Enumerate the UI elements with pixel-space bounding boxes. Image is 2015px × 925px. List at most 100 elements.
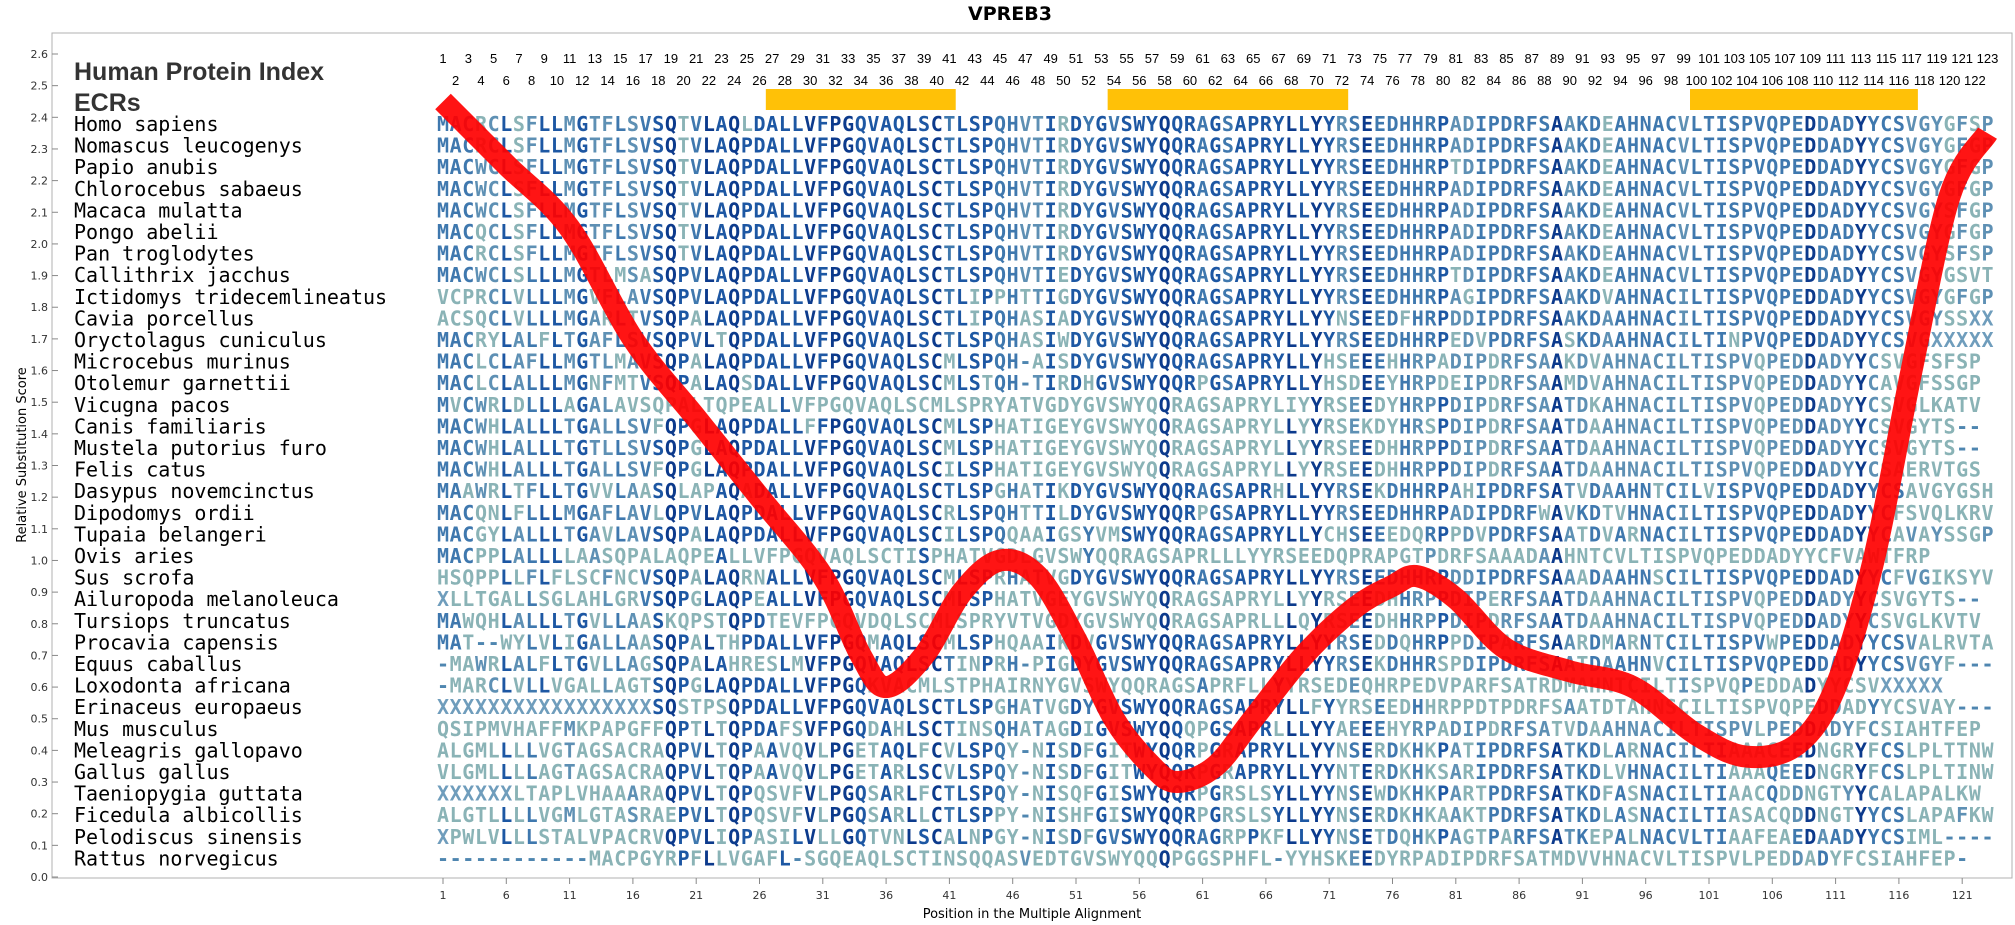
residue: S xyxy=(1728,220,1740,244)
residue: W xyxy=(462,609,475,633)
residue: A xyxy=(1564,695,1576,719)
residue: L xyxy=(1690,760,1702,784)
residue: R xyxy=(1500,609,1513,633)
residue: V xyxy=(551,674,563,698)
residue: V xyxy=(437,760,449,784)
residue: Q xyxy=(1754,436,1766,460)
residue: C xyxy=(1665,198,1677,222)
residue: - xyxy=(1956,436,1968,460)
residue: A xyxy=(880,630,892,654)
residue: F xyxy=(817,112,829,136)
residue: G xyxy=(842,134,854,158)
residue: R xyxy=(1513,782,1526,806)
residue: S xyxy=(1121,371,1133,395)
residue: S xyxy=(1184,674,1196,698)
residue: Y xyxy=(1083,285,1095,309)
residue: F xyxy=(1526,220,1538,244)
residue: P xyxy=(1424,350,1436,374)
residue: L xyxy=(500,479,512,503)
residue: A xyxy=(1830,501,1842,525)
residue: L xyxy=(905,177,917,201)
residue: D xyxy=(1792,414,1804,438)
residue: F xyxy=(817,652,829,676)
residue: V xyxy=(690,134,702,158)
residue: A xyxy=(450,263,462,287)
residue: C xyxy=(1868,414,1880,438)
residue: D xyxy=(1804,458,1816,482)
ecr-bar xyxy=(765,89,956,110)
residue: Y xyxy=(1133,609,1145,633)
residue: Q xyxy=(994,371,1006,395)
residue: F xyxy=(817,306,829,330)
residue: P xyxy=(1437,155,1449,179)
residue: S xyxy=(1500,674,1512,698)
residue: N xyxy=(969,652,981,676)
residue: L xyxy=(526,458,538,482)
residue: Q xyxy=(665,134,677,158)
residue: R xyxy=(1260,522,1273,546)
residue: I xyxy=(1716,134,1728,158)
residue: D xyxy=(1374,846,1386,870)
residue: Q xyxy=(1159,285,1171,309)
residue: S xyxy=(1526,371,1538,395)
residue: Q xyxy=(994,134,1006,158)
residue: I xyxy=(1678,479,1690,503)
residue: T xyxy=(1032,263,1044,287)
residue: S xyxy=(1728,285,1740,309)
x-tick-label: 96 xyxy=(1639,889,1653,902)
residue: P xyxy=(1475,393,1487,417)
residue: V xyxy=(1754,630,1766,654)
residue: S xyxy=(1944,522,1956,546)
residue: Q xyxy=(665,242,677,266)
residue: G xyxy=(842,436,854,460)
residue: P xyxy=(1488,501,1500,525)
residue: A xyxy=(1538,436,1550,460)
residue: I xyxy=(1652,544,1664,568)
residue: A xyxy=(564,825,576,849)
residue: G xyxy=(842,825,854,849)
residue: I xyxy=(1045,220,1057,244)
species-label: Chlorocebus sabaeus xyxy=(74,177,303,201)
residue: R xyxy=(1184,738,1197,762)
species-label: Ailuropoda melanoleuca xyxy=(74,587,339,611)
residue: L xyxy=(1285,436,1297,460)
residue: Q xyxy=(1754,371,1766,395)
residue: A xyxy=(1652,306,1664,330)
residue: D xyxy=(1804,220,1816,244)
residue: D xyxy=(1792,350,1804,374)
residue: - xyxy=(1019,652,1031,676)
residue: L xyxy=(526,501,538,525)
residue: E xyxy=(1348,414,1360,438)
residue: L xyxy=(1931,760,1943,784)
residue: A xyxy=(1741,825,1753,849)
residue: P xyxy=(678,350,690,374)
residue: P xyxy=(981,177,993,201)
position-number: 87 xyxy=(1525,51,1539,66)
residue: T xyxy=(1019,414,1031,438)
residue: L xyxy=(1690,220,1702,244)
residue: S xyxy=(576,566,588,590)
residue: F xyxy=(918,738,930,762)
residue: R xyxy=(1184,350,1197,374)
residue: A xyxy=(766,566,778,590)
residue: A xyxy=(1235,350,1247,374)
residue: S xyxy=(1032,306,1044,330)
residue: P xyxy=(1424,393,1436,417)
residue: V xyxy=(1906,220,1918,244)
residue: Q xyxy=(665,220,677,244)
residue: D xyxy=(1450,436,1462,460)
residue: S xyxy=(1108,414,1120,438)
residue: L xyxy=(779,630,791,654)
residue: R xyxy=(640,825,653,849)
residue: C xyxy=(462,263,474,287)
residue: A xyxy=(1817,350,1829,374)
residue: T xyxy=(627,371,639,395)
residue: X xyxy=(450,695,462,719)
residue: R xyxy=(1513,306,1526,330)
residue: A xyxy=(715,522,727,546)
residue: L xyxy=(538,393,550,417)
residue: L xyxy=(779,674,791,698)
residue: I xyxy=(1678,782,1690,806)
residue: S xyxy=(1348,177,1360,201)
residue: C xyxy=(931,306,943,330)
